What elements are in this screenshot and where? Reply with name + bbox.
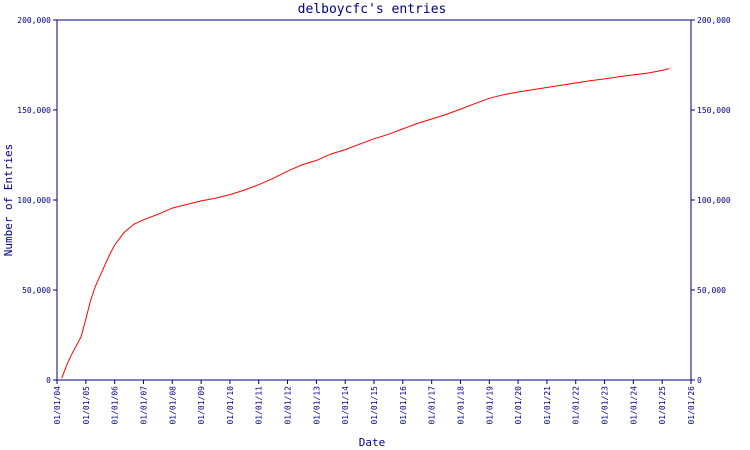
y-tick-label-right: 100,000	[697, 196, 731, 205]
x-tick-label: 01/01/24	[629, 386, 638, 425]
y-axis-right: 0 50,000 100,000 150,000 200,000	[691, 16, 731, 385]
x-tick-label: 01/01/15	[370, 386, 379, 425]
x-tick-label: 01/01/26	[687, 386, 696, 425]
x-tick-label: 01/01/18	[456, 386, 465, 425]
x-tick-label: 01/01/09	[197, 386, 206, 425]
y-axis-label: Number of Entries	[2, 144, 15, 257]
y-axis-left: 0 50,000 100,000 150,000 200,000	[17, 16, 57, 385]
x-tick-label: 01/01/20	[514, 386, 523, 425]
y-tick-label-right: 50,000	[697, 286, 726, 295]
x-tick-label: 01/01/12	[284, 386, 293, 425]
y-tick-label-left: 50,000	[22, 286, 51, 295]
y-tick-label-right: 150,000	[697, 106, 731, 115]
x-tick-label: 01/01/14	[341, 386, 350, 425]
x-tick-label: 01/01/22	[572, 386, 581, 425]
y-tick-label-left: 0	[46, 376, 51, 385]
x-tick-label: 01/01/19	[485, 386, 494, 425]
x-tick-label: 01/01/13	[312, 386, 321, 425]
plot-area-frame	[56, 19, 692, 381]
x-tick-label: 01/01/10	[226, 386, 235, 425]
x-tick-label: 01/01/11	[255, 386, 264, 425]
x-tick-label: 01/01/16	[399, 386, 408, 425]
chart-title: delboycfc's entries	[298, 2, 447, 17]
x-tick-label: 01/01/25	[658, 386, 667, 425]
y-tick-label-left: 100,000	[17, 196, 51, 205]
x-tick-label: 01/01/08	[168, 386, 177, 425]
x-tick-label: 01/01/17	[428, 386, 437, 425]
y-tick-label-right: 0	[697, 376, 702, 385]
x-tick-label: 01/01/04	[53, 386, 62, 425]
y-tick-label-left: 200,000	[17, 16, 51, 25]
x-axis-label: Date	[359, 436, 386, 449]
x-tick-label: 01/01/05	[82, 386, 91, 425]
x-axis: 01/01/04 01/01/05 01/01/06 01/01/07 01/01/08…	[53, 380, 696, 425]
x-tick-label: 01/01/21	[543, 386, 552, 425]
y-tick-label-left: 150,000	[17, 106, 51, 115]
x-tick-label: 01/01/06	[111, 386, 120, 425]
series-line	[61, 68, 670, 379]
x-tick-label: 01/01/07	[139, 386, 148, 425]
x-tick-label: 01/01/23	[601, 386, 610, 425]
y-tick-label-right: 200,000	[697, 16, 731, 25]
